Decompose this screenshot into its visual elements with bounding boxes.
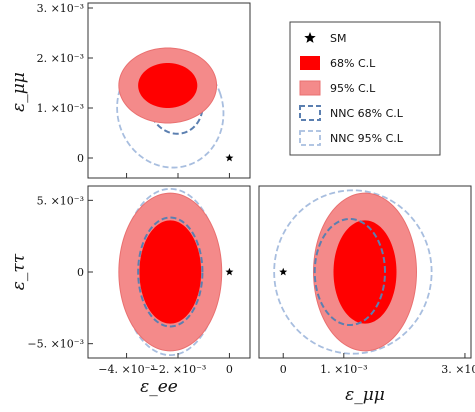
legend-label: 95% C.L bbox=[330, 82, 376, 95]
ytick-label: 5. ×10⁻³ bbox=[37, 194, 84, 207]
legend-label: SM bbox=[330, 32, 346, 45]
legend-label: NNC 95% C.L bbox=[330, 132, 404, 145]
legend: SM 68% C.L 95% C.L NNC 68% C.L NNC 95% C.L bbox=[289, 21, 441, 156]
legend-symbol-fill95 bbox=[299, 80, 321, 96]
xtick-label: −2. ×10⁻³ bbox=[150, 363, 207, 376]
legend-symbol-dash68 bbox=[299, 105, 321, 121]
region-68-c-l bbox=[139, 220, 202, 324]
panel-mumu-tautau: 0 1. ×10⁻³ 3. ×10⁻³ ε_μμ bbox=[258, 185, 475, 405]
legend-label: NNC 68% C.L bbox=[330, 107, 404, 120]
xtick-label: 1. ×10⁻³ bbox=[320, 363, 367, 376]
xtick-label: 0 bbox=[226, 363, 233, 376]
panel-frame bbox=[258, 185, 472, 359]
ytick-label: 3. ×10⁻³ bbox=[37, 2, 84, 15]
ytick-label: 0 bbox=[77, 266, 84, 279]
ytick-label: −5. ×10⁻³ bbox=[27, 338, 84, 351]
region-nnc-95-c-l bbox=[273, 189, 433, 355]
sm-star bbox=[225, 153, 234, 162]
region-nnc-68-c-l bbox=[137, 216, 204, 328]
ylabel-tautau: ε_ττ bbox=[9, 253, 29, 290]
region-68-c-l bbox=[333, 220, 397, 324]
sm-star bbox=[279, 267, 288, 276]
ytick-label: 1. ×10⁻³ bbox=[37, 102, 84, 115]
sm-star bbox=[225, 267, 234, 276]
ytick-label: 2. ×10⁻³ bbox=[37, 52, 84, 65]
xtick-label: 0 bbox=[280, 363, 287, 376]
xtick-label: 3. ×10⁻³ bbox=[441, 363, 475, 376]
ytick-label: 0 bbox=[77, 152, 84, 165]
legend-symbol-fill68 bbox=[300, 56, 320, 70]
ylabel-mumu: ε_μμ bbox=[9, 72, 29, 112]
panel-frame bbox=[87, 2, 251, 179]
panel-ee-tautau: −5. ×10⁻³ 0 5. ×10⁻³ −4. ×10⁻³−2. ×10⁻³ 0 ε_τ… bbox=[9, 185, 251, 397]
xlabel-ee: ε_ee bbox=[140, 377, 178, 397]
legend-symbol-dash95 bbox=[299, 130, 321, 146]
xlabel-mumu: ε_μμ bbox=[345, 385, 385, 405]
xtick-label: −4. ×10⁻³ bbox=[98, 363, 155, 376]
legend-label: 68% C.L bbox=[330, 57, 376, 70]
region-68-c-l bbox=[138, 63, 198, 108]
legend-symbol-star bbox=[304, 32, 316, 43]
region-nnc-68-c-l bbox=[313, 217, 386, 327]
panel-ee-mumu: 0 1. ×10⁻³ 2. ×10⁻³ 3. ×10⁻³ ε_μμ bbox=[9, 2, 251, 179]
